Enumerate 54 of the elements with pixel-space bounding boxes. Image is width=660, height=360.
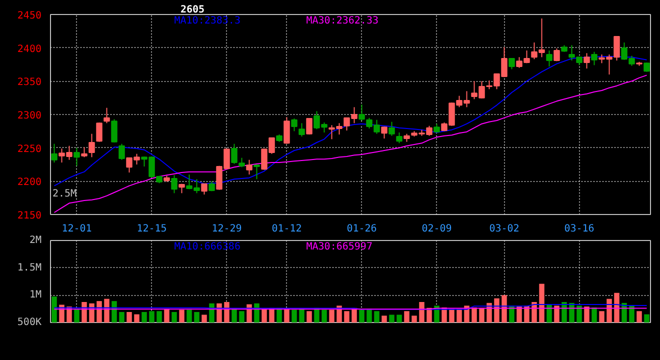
candlestick: [231, 143, 238, 164]
y-tick-label: 1.5M: [17, 262, 42, 274]
line-series: [54, 74, 648, 213]
candlestick: [88, 133, 95, 158]
y-tick-label: 2150: [17, 210, 42, 222]
candlestick: [118, 143, 125, 160]
candlestick: [388, 121, 395, 136]
candlestick: [81, 146, 88, 158]
candlestick: [554, 48, 560, 62]
x-tick-label: 12-01: [62, 224, 92, 234]
x-tick-label: 01-12: [272, 224, 302, 234]
candlestick: [254, 164, 260, 180]
candlestick: [104, 107, 110, 124]
candlestick: [546, 50, 552, 67]
candlestick: [246, 159, 252, 175]
candlestick: [358, 104, 365, 121]
text: MA10:666386: [174, 242, 240, 252]
chart-title: 2605: [180, 4, 205, 16]
x-tick-label: 02-09: [422, 224, 452, 234]
text: MA30:665997: [306, 242, 372, 252]
x-tick-label: 12-15: [136, 224, 167, 234]
x-tick-label: 03-02: [489, 224, 520, 234]
text: MA10:2383.3: [174, 16, 240, 26]
candlestick: [238, 157, 245, 168]
y-tick-label: 2200: [17, 177, 42, 188]
y-tick-label: 1M: [29, 290, 42, 301]
candlestick: [171, 174, 178, 194]
candlestick: [291, 118, 298, 132]
candlestick: [111, 118, 118, 143]
y-tick-label: 2350: [17, 77, 42, 88]
candlestick: [381, 126, 388, 139]
candlestick: [591, 51, 598, 66]
candlestick: [306, 118, 312, 135]
candlestick: [396, 132, 402, 144]
candlestick: [298, 122, 305, 137]
y-tick-label: 2450: [17, 10, 42, 22]
y-tick-label: 500K: [17, 317, 42, 328]
y-tick-label: 2300: [17, 110, 42, 122]
candlestick: [74, 147, 80, 166]
candlestick: [644, 62, 650, 72]
candlestick: [51, 143, 58, 163]
candlestick: [201, 183, 208, 195]
y-tick-label: 2M: [29, 235, 42, 246]
y-tick-label: 2400: [17, 44, 42, 55]
candlestick: [508, 58, 515, 70]
candlestick: [584, 52, 590, 69]
x-tick-label: 03-16: [564, 224, 594, 234]
candlestick: [96, 122, 102, 142]
x-tick-label: 01-26: [346, 224, 377, 234]
text: MA30:2362.33: [306, 16, 378, 26]
y-tick-label: 2250: [17, 144, 42, 155]
x-tick-label: 12-29: [212, 224, 242, 234]
annotation: 2.5M: [52, 188, 77, 200]
candlestick: [284, 116, 290, 144]
